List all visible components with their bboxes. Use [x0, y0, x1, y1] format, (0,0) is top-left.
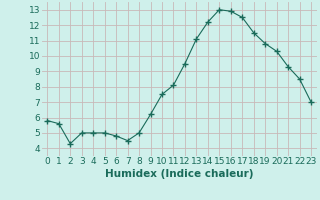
- X-axis label: Humidex (Indice chaleur): Humidex (Indice chaleur): [105, 169, 253, 179]
